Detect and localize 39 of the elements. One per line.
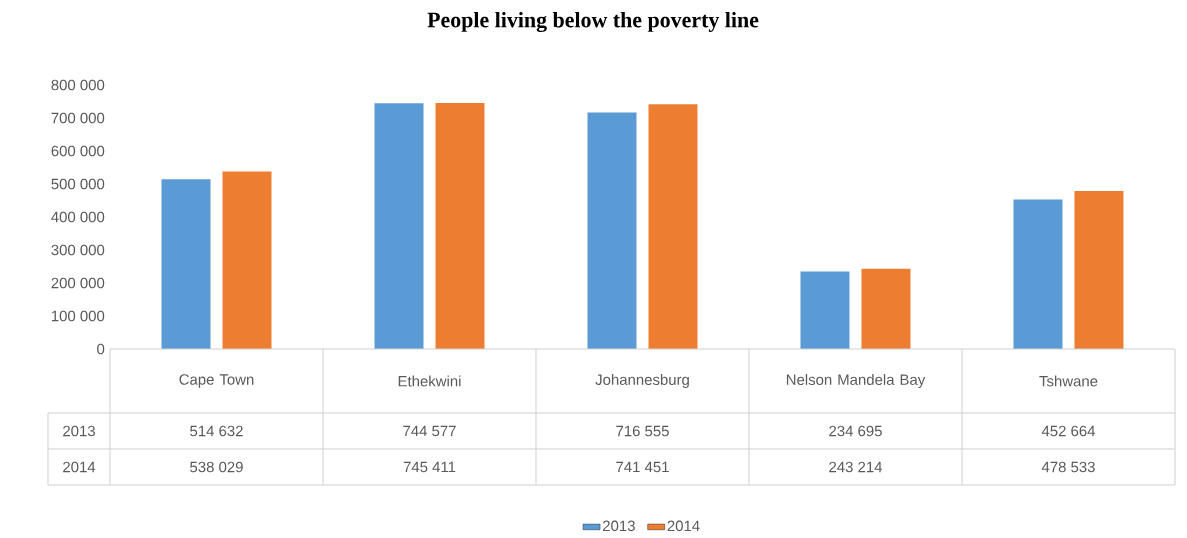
text: 2014 [63,461,96,473]
data-label: 243 214 [829,461,883,473]
y-tick-label: 700 000 [51,112,105,124]
x-tick-label: Johannesburg [595,374,689,388]
chart-title: People living below the poverty line [427,11,759,33]
x-tick-label: Tshwane [1039,375,1098,387]
bar [800,271,850,349]
y-tick-label: 300 000 [51,244,105,256]
y-tick-label: 800 000 [51,79,105,91]
y-tick-label: 600 000 [51,145,105,157]
data-label: 514 632 [190,425,243,437]
bar [222,171,272,349]
legend-label: 2013 [603,520,635,532]
data-label: 234 695 [829,425,882,437]
data-label: 745 411 [403,461,456,473]
bar [161,179,211,349]
x-tick-label: Ethekwini [398,375,461,387]
y-tick-label: 200 000 [51,277,105,289]
bar [435,103,485,349]
data-label: 478 533 [1041,461,1095,473]
data-label: 716 555 [616,425,669,437]
y-tick-label: 500 000 [51,178,105,190]
bar [374,103,424,349]
data-label: 744 577 [403,425,456,437]
bar [1074,191,1124,349]
bar [648,104,698,349]
text: 2013 [63,425,95,437]
y-tick-label: 0 [97,343,105,355]
y-tick-label: 100 000 [51,310,105,322]
data-label: 452 664 [1041,425,1096,437]
x-tick-label: Nelson Mandela Bay [786,374,926,388]
x-tick-label: Cape Town [179,374,254,388]
bar [587,112,637,349]
data-label: 741 451 [616,461,669,473]
data-label: 538 029 [190,461,243,473]
bar [1013,199,1063,349]
legend-label: 2014 [667,520,700,532]
bar [861,268,911,349]
y-tick-label: 400 000 [51,211,105,223]
